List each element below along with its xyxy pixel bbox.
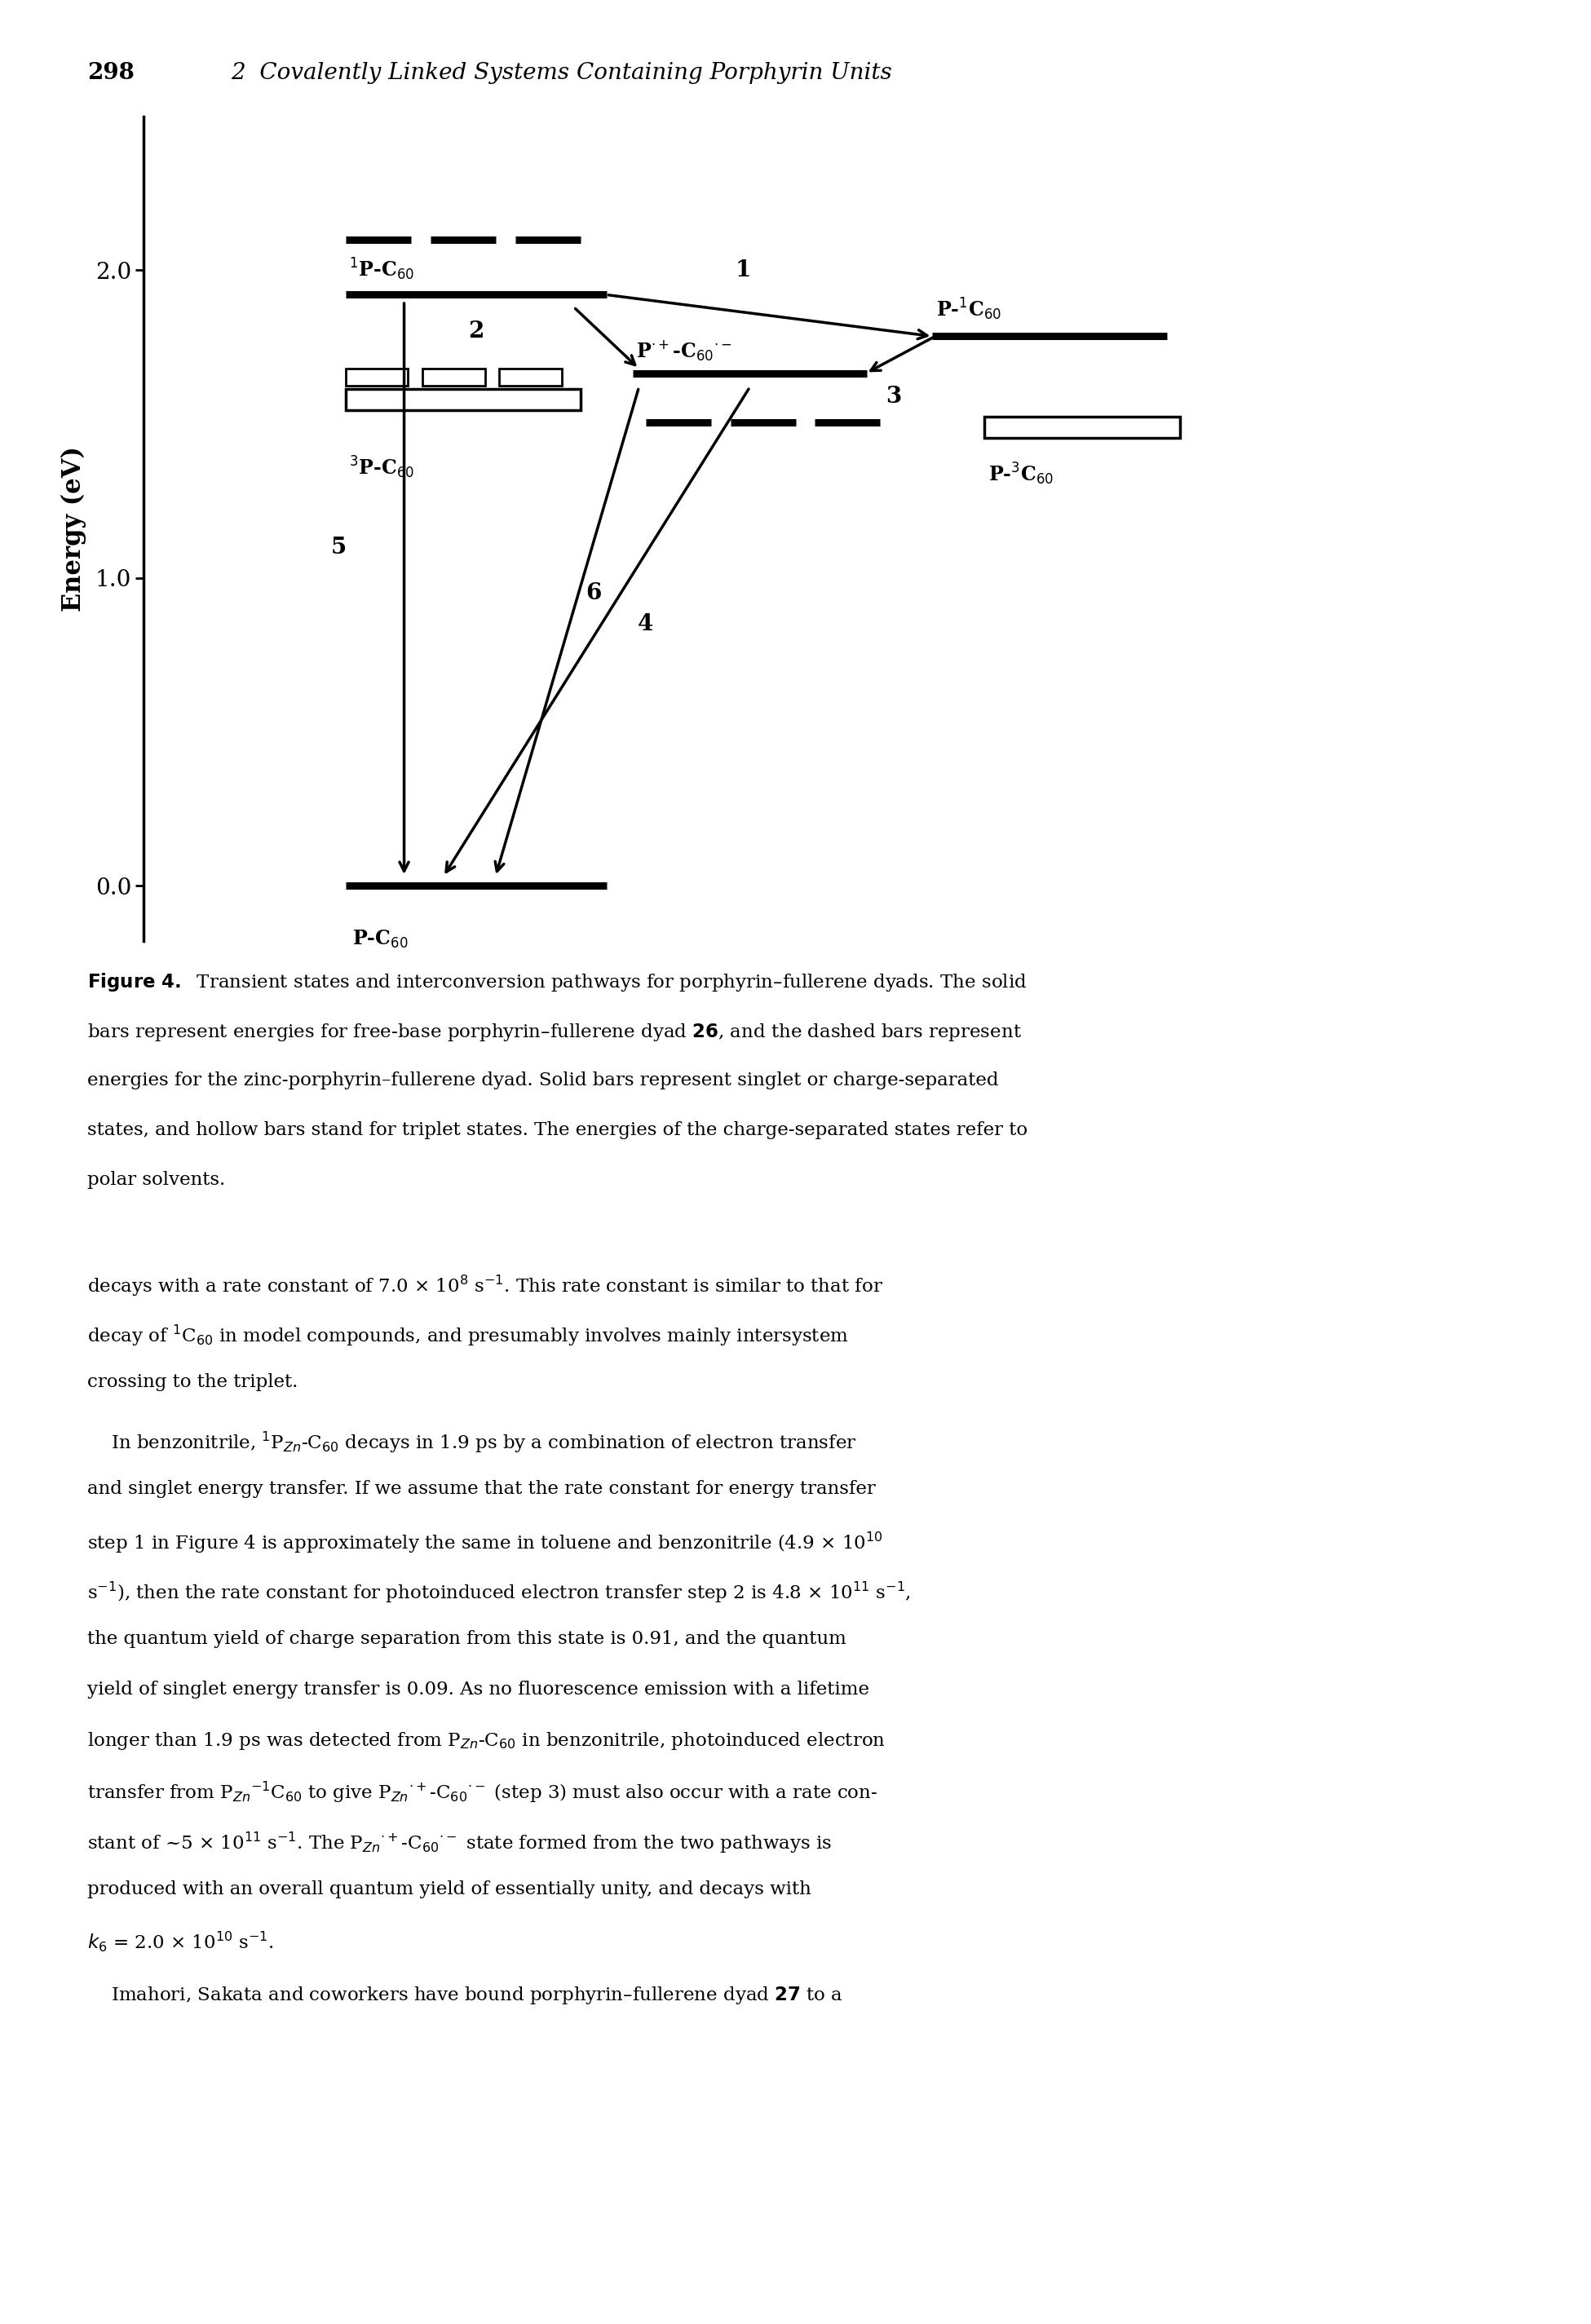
Text: 6: 6 [585,583,601,604]
Text: 3: 3 [886,386,901,407]
Bar [422,370,485,386]
Text: P-$^{3}$C$_{60}$: P-$^{3}$C$_{60}$ [988,460,1053,486]
Text: energies for the zinc-porphyrin–fullerene dyad. Solid bars represent singlet or : energies for the zinc-porphyrin–fulleren… [88,1071,999,1090]
Text: P$^{\cdot+}$-C$_{60}$$^{\cdot-}$: P$^{\cdot+}$-C$_{60}$$^{\cdot-}$ [636,339,732,363]
Text: produced with an overall quantum yield of essentially unity, and decays with: produced with an overall quantum yield o… [88,1880,811,1899]
Text: longer than 1.9 ps was detected from P$_{Zn}$-C$_{60}$ in benzonitrile, photoind: longer than 1.9 ps was detected from P$_… [88,1729,886,1752]
Text: P-$^{1}$C$_{60}$: P-$^{1}$C$_{60}$ [937,297,1002,323]
Text: 5: 5 [331,537,347,558]
Text: In benzonitrile, $^{1}$P$_{Zn}$-C$_{60}$ decays in 1.9 ps by a combination of el: In benzonitrile, $^{1}$P$_{Zn}$-C$_{60}$… [88,1429,858,1455]
Text: decay of $^{1}$C$_{60}$ in model compounds, and presumably involves mainly inter: decay of $^{1}$C$_{60}$ in model compoun… [88,1325,850,1348]
Bar [500,370,562,386]
Text: s$^{-1}$), then the rate constant for photoinduced electron transfer step 2 is 4: s$^{-1}$), then the rate constant for ph… [88,1580,912,1606]
Text: 2  Covalently Linked Systems Containing Porphyrin Units: 2 Covalently Linked Systems Containing P… [231,63,893,84]
Text: Imahori, Sakata and coworkers have bound porphyrin–fullerene dyad $\mathbf{27}$ : Imahori, Sakata and coworkers have bound… [88,1985,843,2006]
Text: $^{1}$P-C$_{60}$: $^{1}$P-C$_{60}$ [350,258,415,284]
Text: P-C$_{60}$: P-C$_{60}$ [352,930,407,951]
Y-axis label: Energy (eV): Energy (eV) [60,446,86,611]
Text: transfer from P$_{Zn}$$^{-1}$C$_{60}$ to give P$_{Zn}$$^{\cdot+}$-C$_{60}$$^{\cd: transfer from P$_{Zn}$$^{-1}$C$_{60}$ to… [88,1780,878,1806]
Text: and singlet energy transfer. If we assume that the rate constant for energy tran: and singlet energy transfer. If we assum… [88,1480,877,1499]
Bar [345,388,581,411]
Text: $\mathbf{Figure\ 4.}$  Transient states and interconversion pathways for porphyr: $\mathbf{Figure\ 4.}$ Transient states a… [88,971,1028,992]
Text: bars represent energies for free-base porphyrin–fullerene dyad $\mathbf{26}$, an: bars represent energies for free-base po… [88,1023,1021,1043]
Text: step 1 in Figure 4 is approximately the same in toluene and benzonitrile (4.9 × : step 1 in Figure 4 is approximately the … [88,1529,883,1555]
Bar [345,370,407,386]
Text: $k_{6}$ = 2.0 × 10$^{10}$ s$^{-1}$.: $k_{6}$ = 2.0 × 10$^{10}$ s$^{-1}$. [88,1929,274,1954]
Text: $^{3}$P-C$_{60}$: $^{3}$P-C$_{60}$ [350,456,415,481]
Bar [985,416,1181,437]
Text: 4: 4 [638,614,654,634]
Text: the quantum yield of charge separation from this state is 0.91, and the quantum: the quantum yield of charge separation f… [88,1631,846,1648]
Text: 1: 1 [735,258,751,281]
Text: states, and hollow bars stand for triplet states. The energies of the charge-sep: states, and hollow bars stand for triple… [88,1122,1028,1139]
Text: crossing to the triplet.: crossing to the triplet. [88,1373,298,1392]
Text: 2: 2 [468,321,484,342]
Text: 298: 298 [88,63,135,84]
Text: polar solvents.: polar solvents. [88,1171,226,1190]
Text: stant of ~5 × 10$^{11}$ s$^{-1}$. The P$_{Zn}$$^{\cdot+}$-C$_{60}$$^{\cdot-}$ st: stant of ~5 × 10$^{11}$ s$^{-1}$. The P$… [88,1831,832,1855]
Text: yield of singlet energy transfer is 0.09. As no fluorescence emission with a lif: yield of singlet energy transfer is 0.09… [88,1680,870,1699]
Text: decays with a rate constant of 7.0 × 10$^{8}$ s$^{-1}$. This rate constant is si: decays with a rate constant of 7.0 × 10$… [88,1274,883,1299]
